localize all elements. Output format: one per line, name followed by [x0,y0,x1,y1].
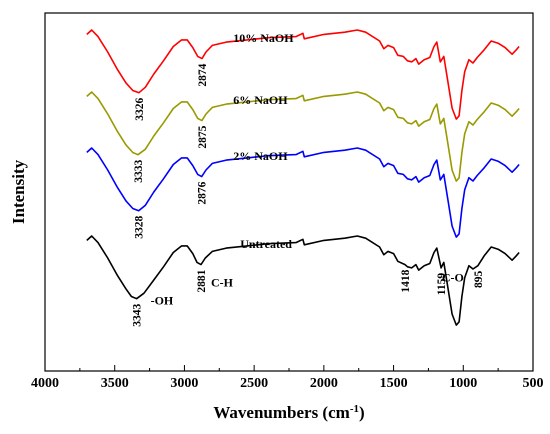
series-line [86,235,520,326]
series-label: 2% NaOH [233,149,288,163]
peak-label: 3343 [132,303,144,326]
peak-label: 3326 [134,97,146,120]
peak-label: 1159 [436,273,448,296]
x-tick-label: 4000 [31,376,59,391]
x-tick-label: 3500 [101,376,129,391]
x-axis-ticks: 4000 3500 3000 2500 2000 1500 1000 500 [31,365,544,391]
group-annotation: C-H [211,276,234,290]
series-label: 10% NaOH [233,31,294,45]
peak-label: 2876 [197,181,209,204]
x-tick-label: 3000 [170,376,198,391]
x-tick-label: 500 [523,376,544,391]
peak-label: 2875 [197,125,209,148]
x-tick-label: 1500 [380,376,408,391]
group-annotation: -OH [151,294,174,308]
x-tick-label: 1000 [449,376,477,391]
y-axis-title: Intensity [9,159,28,224]
series-line [86,147,520,238]
peak-label: 2874 [197,63,209,86]
peak-label: 2881 [196,269,208,292]
x-tick-label: 2000 [310,376,338,391]
series-line [86,29,520,120]
x-axis-title: Wavenumbers (cm-1) [213,403,364,422]
series-label: 6% NaOH [233,93,288,107]
peak-label: 1418 [400,269,412,292]
x-tick-label: 2500 [240,376,268,391]
peak-label: 3328 [134,215,146,238]
series-label: Untreated [240,237,292,251]
peak-label: 3333 [133,159,145,182]
annotations: 10% NaOH 6% NaOH 2% NaOH Untreated 3326 2874 3… [132,31,485,327]
peak-label: 895 [473,270,485,288]
series-line [86,91,520,182]
series-curves [86,29,520,326]
group-annotation: C-O [442,271,464,285]
